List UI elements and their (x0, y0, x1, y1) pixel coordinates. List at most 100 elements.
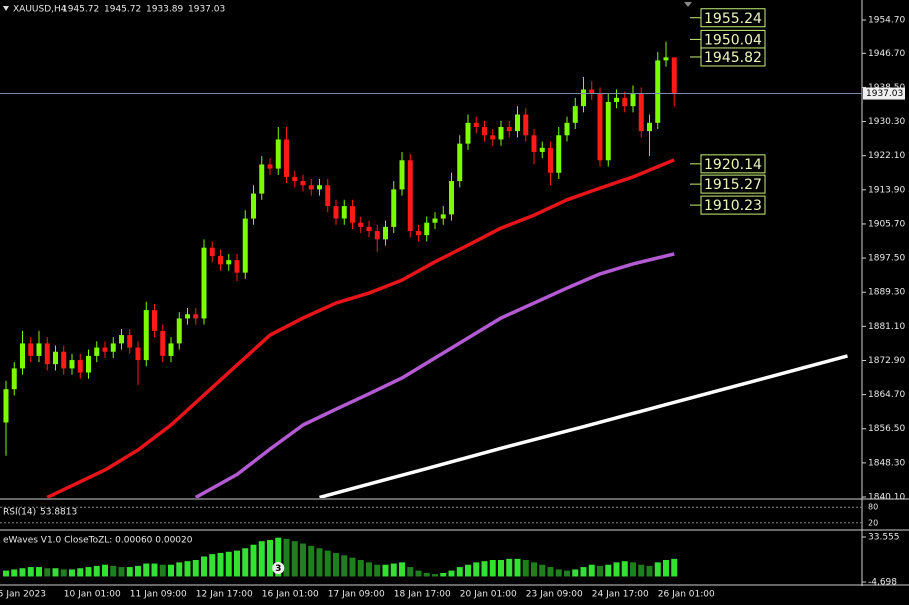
candle-body (671, 57, 677, 94)
histogram-bar (316, 548, 323, 577)
rsi-tick-label: 80 (868, 503, 878, 512)
y-tick-label: 1864.70 (868, 390, 905, 400)
histogram-bar (275, 537, 282, 577)
candle-body (61, 351, 67, 369)
histogram-bar (481, 561, 488, 577)
candle-body (102, 347, 108, 352)
histogram-bar (36, 567, 42, 577)
histogram-bar (564, 570, 570, 577)
candle-body (3, 389, 9, 423)
candle-body (465, 122, 471, 144)
candle-body (391, 189, 397, 227)
candle-body (28, 343, 34, 356)
y-tick-label: 1913.90 (868, 185, 905, 195)
histogram-bar (423, 572, 430, 577)
moving-average (194, 252, 675, 498)
histogram-bar (465, 564, 471, 577)
candle-body (490, 135, 496, 140)
candle-body (622, 97, 628, 107)
histogram-bar (531, 562, 537, 577)
histogram-bar (102, 564, 108, 577)
histogram-bar (440, 572, 447, 577)
candle-body (482, 126, 487, 136)
candle-body (127, 335, 133, 348)
candle-body (564, 122, 570, 136)
candle-body (515, 114, 520, 132)
candle-body (374, 231, 380, 240)
candle-body (605, 101, 611, 161)
candle-body (383, 226, 388, 240)
candle-body (638, 93, 644, 132)
histogram-bar (324, 550, 331, 577)
histogram-bar (250, 544, 257, 577)
level-label: 1945.82 (704, 50, 762, 66)
histogram-bar (349, 557, 356, 577)
y-tick-label: 1930.30 (868, 117, 905, 127)
histogram-bar (473, 562, 480, 577)
histogram-bar (159, 564, 166, 577)
histogram-bar (399, 562, 405, 577)
level-label: 1910.23 (704, 198, 762, 214)
candle-body (457, 143, 463, 182)
level-label: 1915.27 (704, 177, 762, 193)
moving-average (319, 354, 848, 498)
histogram-bar (630, 562, 636, 577)
candle-body (94, 347, 100, 356)
candle-body (44, 343, 50, 365)
menu-arrow[interactable] (3, 6, 9, 11)
candle-body (36, 343, 42, 356)
candle-body (143, 310, 149, 361)
histogram-bar (654, 562, 661, 577)
y-tick-label: 1946.70 (868, 49, 905, 59)
level-box (700, 8, 766, 28)
candle-body (300, 181, 306, 186)
y-tick-label: 1881.10 (868, 322, 905, 332)
level-label: 1955.24 (704, 11, 762, 27)
histogram-bar (597, 565, 603, 577)
y-tick-label: 1922.10 (868, 151, 905, 161)
candle-body (185, 314, 190, 319)
x-tick-label: 12 Jan 17:00 (196, 590, 253, 600)
candle-body (292, 176, 298, 182)
histogram-bar (333, 552, 339, 577)
candle-body (267, 164, 273, 169)
x-tick-label: 10 Jan 01:00 (64, 590, 121, 600)
level-box (700, 195, 766, 215)
candle-body (589, 89, 595, 94)
histogram-bar (514, 558, 521, 577)
histogram-bar (126, 567, 133, 577)
candle-body (168, 343, 174, 356)
candle-body (209, 247, 215, 257)
level-box (700, 47, 766, 67)
histogram-bar (44, 568, 51, 577)
price-label: 1937.03 (866, 89, 903, 99)
y-tick-label: 1848.30 (868, 458, 905, 468)
histogram-bar (448, 570, 455, 577)
candle-body (341, 206, 347, 219)
candle-body (176, 318, 182, 344)
candle-body (506, 126, 512, 132)
histogram-bar (588, 564, 595, 577)
histogram-bar (184, 561, 191, 577)
histogram-bar (3, 570, 9, 577)
histogram-bar (374, 564, 381, 577)
histogram-bar (118, 567, 125, 577)
histogram-bar (242, 548, 249, 577)
histogram-bar (225, 551, 232, 577)
histogram-bar (267, 540, 273, 577)
histogram-bar (85, 567, 92, 577)
y-tick-label: 1840.10 (868, 493, 905, 503)
candle-body (407, 160, 413, 232)
candle-body (440, 214, 446, 219)
candle-body (523, 114, 529, 136)
candle-body (53, 351, 58, 365)
price-box (863, 87, 905, 100)
candle-body (350, 206, 355, 223)
histogram-bar (621, 561, 628, 577)
level-box (700, 154, 766, 174)
x-tick-label: 20 Jan 01:00 (460, 590, 517, 600)
wave-label: 3 (275, 564, 281, 574)
rsi-value: 53.8813 (40, 508, 77, 518)
histogram-bar (613, 562, 620, 577)
